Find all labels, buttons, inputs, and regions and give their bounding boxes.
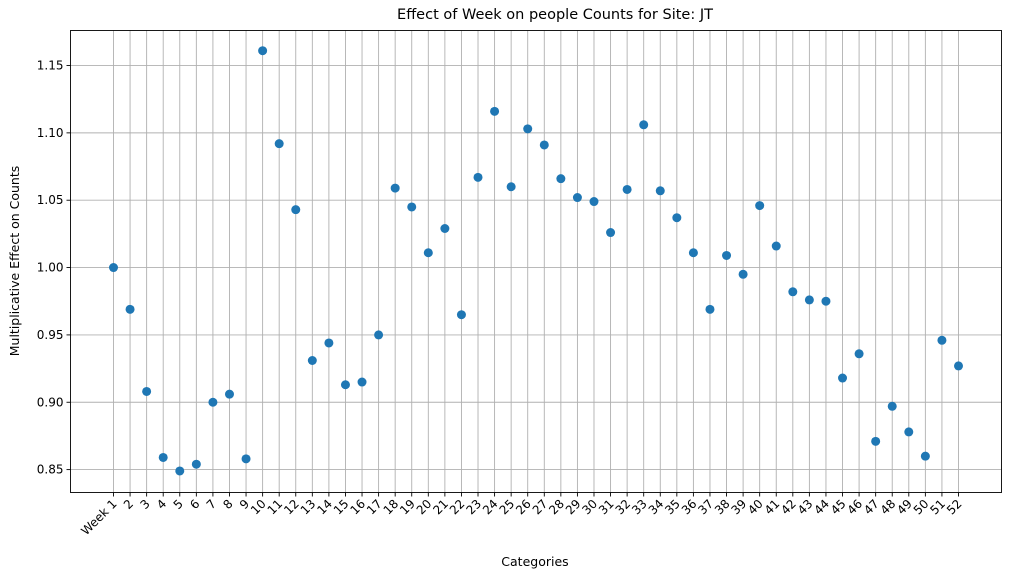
y-tick-label: 0.85: [37, 463, 64, 477]
data-point: [672, 213, 682, 223]
data-point: [109, 263, 118, 273]
x-tick-label: 2: [121, 497, 136, 512]
x-tick-label: Week 1: [78, 497, 119, 538]
data-point: [804, 295, 814, 305]
data-point: [887, 401, 897, 411]
data-point: [224, 389, 234, 399]
data-point: [274, 139, 284, 149]
data-point: [390, 183, 400, 193]
data-point: [423, 248, 433, 258]
y-tick-label: 0.95: [37, 328, 64, 342]
data-point: [606, 228, 616, 238]
x-tick-label: 5: [171, 497, 186, 512]
plot-frame: [70, 30, 1002, 493]
x-tick-label: 8: [220, 497, 235, 512]
x-tick-label: 6: [187, 497, 202, 512]
data-point: [821, 296, 831, 306]
data-point: [142, 386, 152, 396]
data-point: [307, 356, 317, 365]
y-tick-label: 1.10: [37, 126, 64, 140]
data-point: [258, 46, 268, 56]
data-point: [407, 202, 417, 212]
data-point: [191, 459, 201, 469]
x-tick-label: 4: [154, 497, 169, 512]
x-axis-label: Categories: [501, 554, 568, 569]
data-point: [854, 349, 864, 359]
data-point: [920, 451, 930, 461]
data-point: [241, 454, 251, 464]
y-tick-label: 1.15: [37, 59, 64, 73]
data-point: [954, 361, 963, 371]
data-points: [109, 46, 963, 476]
data-point: [490, 106, 500, 116]
data-point: [440, 224, 450, 233]
data-point: [324, 338, 334, 348]
data-point: [572, 193, 582, 203]
data-point: [175, 466, 185, 476]
data-point: [473, 172, 483, 182]
y-tick-label: 1.00: [37, 261, 64, 275]
data-point: [556, 174, 566, 184]
data-point: [639, 120, 649, 130]
data-point: [788, 287, 798, 297]
data-point: [722, 250, 732, 260]
chart-title: Effect of Week on people Counts for Site…: [397, 7, 713, 23]
data-point: [655, 186, 665, 196]
data-point: [208, 397, 218, 407]
data-point: [838, 373, 848, 383]
data-point: [291, 205, 301, 215]
y-axis-label: Multiplicative Effect on Counts: [7, 166, 22, 357]
data-point: [771, 241, 781, 251]
data-point: [871, 436, 881, 446]
data-point: [374, 330, 384, 340]
data-point: [738, 269, 748, 279]
data-point: [357, 377, 367, 387]
data-point: [456, 310, 466, 320]
data-point: [688, 248, 698, 258]
data-point: [937, 335, 947, 345]
data-point: [523, 124, 533, 134]
data-point: [705, 304, 715, 314]
grid-layer: [70, 30, 1002, 493]
x-tick-label: 7: [204, 497, 219, 512]
x-tick-label: 3: [137, 497, 152, 512]
data-point: [340, 380, 350, 390]
data-point: [158, 452, 168, 462]
y-tick-label: 0.90: [37, 395, 64, 409]
y-tick-label: 1.05: [37, 193, 64, 207]
data-point: [755, 201, 765, 211]
data-point: [539, 140, 549, 150]
x-tick-label: 52: [944, 497, 965, 518]
data-point: [589, 197, 599, 207]
data-point: [904, 427, 914, 437]
data-point: [506, 182, 516, 192]
data-point: [622, 184, 632, 194]
data-point: [125, 304, 135, 314]
